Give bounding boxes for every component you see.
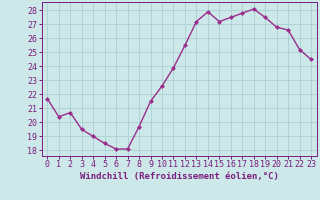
X-axis label: Windchill (Refroidissement éolien,°C): Windchill (Refroidissement éolien,°C): [80, 172, 279, 181]
